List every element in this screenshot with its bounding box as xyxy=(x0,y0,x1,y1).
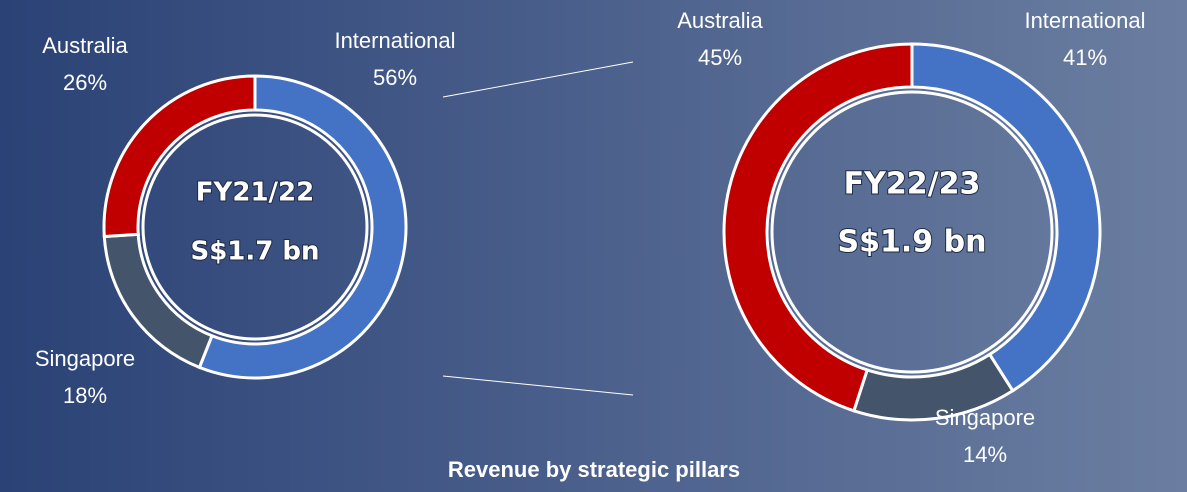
segment-label: Singapore xyxy=(35,346,135,371)
donut-segment xyxy=(102,74,257,239)
inner-ring xyxy=(770,90,1054,374)
donut-segment xyxy=(910,42,1102,393)
segment-label: Australia xyxy=(677,8,763,33)
caption: Revenue by strategic pillars xyxy=(448,457,740,482)
inner-ring xyxy=(141,113,369,341)
center-subtitle: S$1.7 bn xyxy=(190,237,319,267)
donut-segment xyxy=(197,74,408,380)
segment-label: Australia xyxy=(42,33,128,58)
connector xyxy=(442,375,634,396)
segment-value-label: 18% xyxy=(63,383,107,408)
segment-label: International xyxy=(334,28,455,53)
center-title: FY22/23 xyxy=(844,167,981,202)
segment-value-label: 56% xyxy=(373,65,417,90)
center-title: FY21/22 xyxy=(196,178,314,208)
segment-value-label: 45% xyxy=(698,45,742,70)
center-subtitle: S$1.9 bn xyxy=(838,225,987,260)
segment-value-label: 14% xyxy=(963,442,1007,467)
segment-label: Singapore xyxy=(935,405,1035,430)
donut-segment xyxy=(722,42,914,413)
segment-value-label: 26% xyxy=(63,70,107,95)
segment-label: International xyxy=(1024,8,1145,33)
connector xyxy=(442,61,634,98)
segment-value-label: 41% xyxy=(1063,45,1107,70)
